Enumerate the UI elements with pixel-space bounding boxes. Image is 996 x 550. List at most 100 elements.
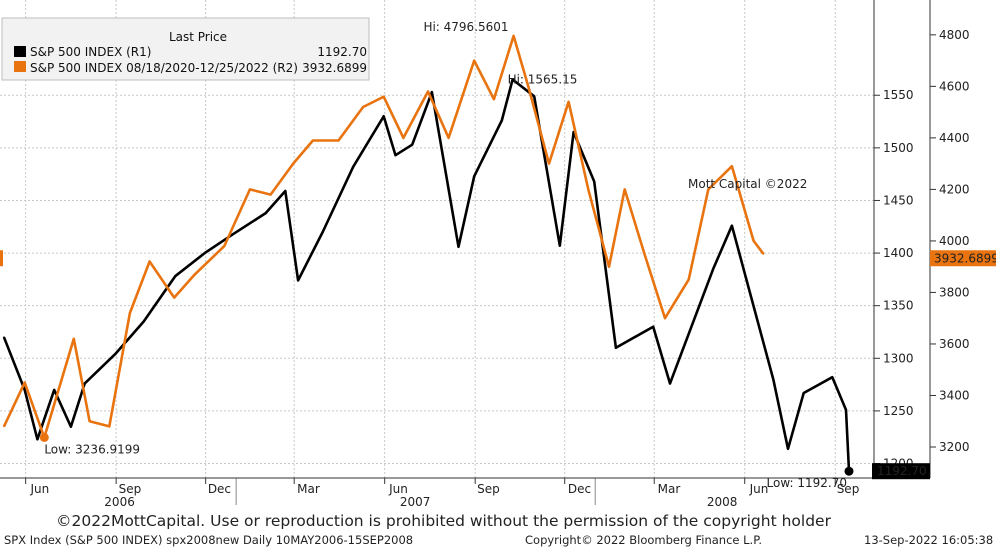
point-r2-18 [402, 136, 405, 139]
point-r1-2 [36, 438, 39, 441]
orange-last-badge-text: 3932.6899 [934, 251, 996, 265]
copyright-notice: ©2022MottCapital. Use or reproduction is… [56, 512, 831, 530]
point-r2-16 [362, 106, 364, 108]
x-tick-label-4: Jun [388, 482, 408, 496]
point-r1-35 [802, 392, 805, 394]
legend-swatch-black [14, 46, 26, 57]
point-r1-11 [264, 212, 267, 214]
point-r2-8 [173, 296, 176, 299]
point-r1-17 [394, 154, 397, 157]
point-r2-13 [292, 162, 295, 165]
point-r2-24 [527, 85, 530, 88]
point-r1-18 [411, 143, 414, 146]
x-year-label-2006: 2006 [104, 495, 135, 509]
legend-box [1, 17, 370, 81]
axes: 12001250130013501400145015001550JunSepDe… [0, 0, 970, 509]
point-r1-36 [831, 376, 834, 379]
point-r2-31 [664, 317, 666, 320]
r1-tick-label-1300: 1300 [883, 351, 914, 365]
point-r1-33 [772, 378, 775, 381]
r1-tick-label-1450: 1450 [883, 193, 914, 207]
point-r2-33 [707, 188, 710, 191]
r2-tick-label-4800: 4800 [939, 28, 970, 42]
r2-tick-label-3400: 3400 [939, 388, 970, 402]
point-r2-26 [567, 100, 570, 103]
point-r1-14 [321, 231, 324, 233]
point-r2-11 [249, 188, 251, 191]
point-r2-35 [752, 240, 755, 242]
watermark-label: Mott Capital ©2022 [688, 177, 807, 191]
point-r1-25 [558, 244, 561, 247]
x-year-label-2008: 2008 [707, 495, 738, 509]
black-low-marker [844, 466, 854, 476]
point-r1-5 [83, 382, 86, 385]
point-r1-31 [712, 267, 715, 270]
point-r1-30 [669, 382, 671, 385]
point-r1-21 [473, 175, 476, 178]
x-tick-label-1: Sep [119, 482, 142, 496]
r2-tick-label-4000: 4000 [939, 234, 970, 248]
point-r1-1 [23, 388, 26, 391]
point-r2-22 [492, 98, 495, 101]
x-tick-label-5: Sep [477, 482, 500, 496]
point-r1-20 [457, 245, 460, 248]
r2-tick-label-4400: 4400 [939, 131, 970, 145]
footer-security-info: SPX Index (S&P 500 INDEX) spx2008new Dai… [4, 533, 414, 547]
legend-entry-black-value: 1192.70 [317, 45, 367, 59]
black-high-label: Hi: 1565.15 [508, 72, 578, 86]
footer-timestamp: 13-Sep-2022 16:05:38 [864, 533, 994, 547]
point-r2-29 [623, 188, 626, 191]
point-r2-6 [129, 312, 131, 314]
line-chart: 12001250130013501400145015001550JunSepDe… [0, 0, 996, 509]
x-tick-label-7: Mar [658, 482, 681, 496]
point-r2-7 [148, 260, 151, 263]
point-r2-14 [311, 139, 314, 142]
r1-tick-label-1550: 1550 [883, 88, 914, 102]
r2-tick-label-4200: 4200 [939, 182, 970, 196]
point-r2-36 [762, 252, 765, 255]
black-low-label: Low: 1192.70 [767, 476, 847, 490]
point-r1-4 [69, 425, 72, 428]
x-tick-label-3: Mar [297, 482, 320, 496]
r2-tick-label-3800: 3800 [939, 285, 970, 299]
point-r2-30 [643, 252, 646, 255]
legend-entry-orange-label: S&P 500 INDEX 08/18/2020-12/25/2022 (R2) [30, 61, 298, 75]
point-r1-9 [203, 252, 206, 254]
x-year-label-2007: 2007 [400, 495, 431, 509]
point-r2-1 [23, 381, 26, 384]
point-r2-4 [88, 420, 91, 423]
point-r2-3 [72, 337, 75, 340]
legend-swatch-orange [14, 61, 26, 72]
r2-tick-label-3200: 3200 [939, 440, 970, 454]
point-r2-32 [687, 278, 690, 281]
point-r1-34 [787, 447, 789, 450]
black-last-badge-bg [872, 463, 930, 480]
black-last-value-badge: 1192.70 [872, 463, 930, 480]
point-r2-0 [3, 425, 5, 428]
r1-tick-label-1250: 1250 [883, 404, 914, 418]
orange-low-label: Low: 3236.9199 [44, 442, 140, 456]
point-r1-15 [352, 165, 355, 168]
point-r1-37 [845, 408, 847, 411]
point-r2-19 [427, 90, 429, 93]
point-r2-10 [223, 245, 226, 247]
point-r1-28 [614, 346, 617, 349]
point-r1-7 [142, 320, 145, 323]
point-r2-17 [382, 95, 385, 98]
footer-copyright: Copyright© 2022 Bloomberg Finance L.P. [525, 533, 762, 547]
legend-header: Last Price [169, 30, 227, 44]
annotations: Low: 1192.70 Low: 3236.9199 Hi: 4796.5601 H… [0, 20, 996, 490]
point-r2-23 [512, 34, 515, 37]
point-r1-13 [297, 279, 300, 282]
legend-entry-black-label: S&P 500 INDEX (R1) [30, 45, 151, 59]
series-layer [2, 34, 851, 473]
point-r1-19 [431, 91, 433, 93]
r1-tick-label-1500: 1500 [883, 141, 914, 155]
point-r1-24 [533, 95, 536, 98]
point-r2-12 [269, 193, 272, 196]
legend-entry-orange-value: 3932.6899 [302, 61, 367, 75]
point-r1-27 [593, 180, 596, 183]
point-r1-23 [511, 78, 514, 81]
x-tick-label-9: Sep [837, 482, 860, 496]
point-r1-10 [232, 233, 235, 236]
